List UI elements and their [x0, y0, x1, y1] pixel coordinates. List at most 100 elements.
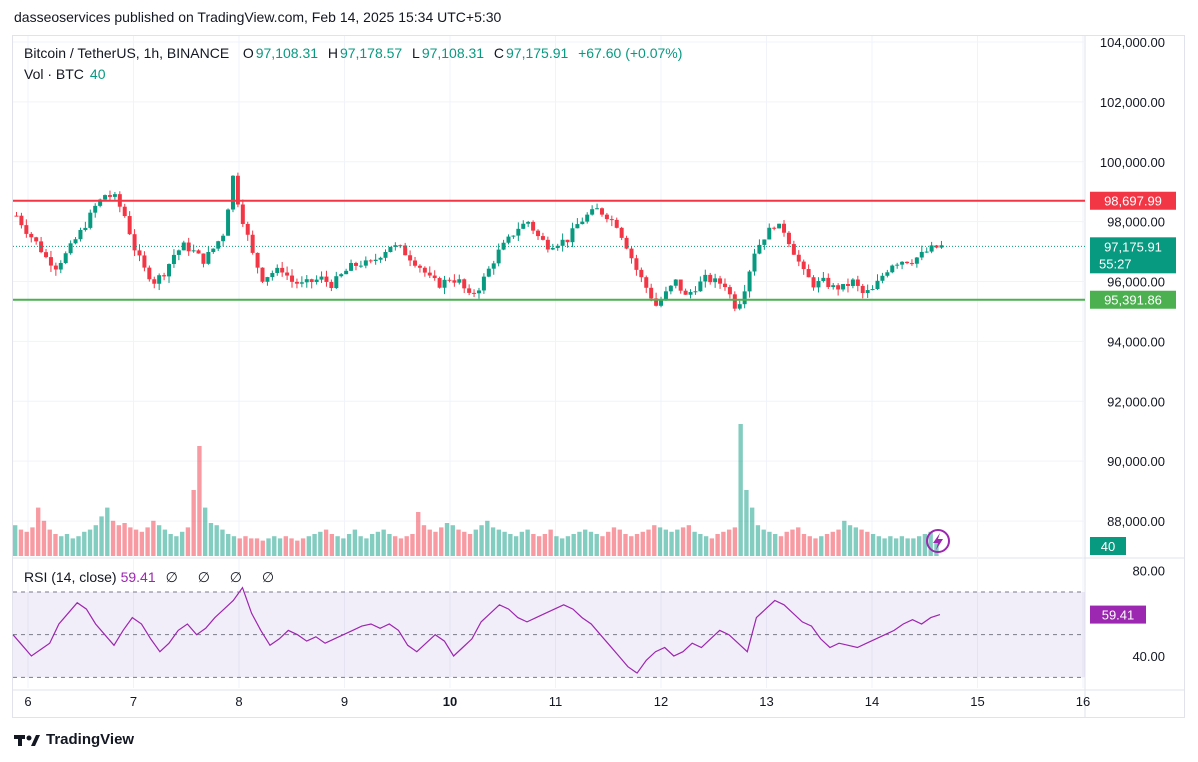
candle-body — [845, 284, 850, 286]
volume-bar — [738, 424, 743, 556]
price-tick-label: 104,000.00 — [1100, 35, 1165, 50]
candle-body — [634, 258, 639, 270]
candle-body — [722, 283, 727, 288]
candle-body — [624, 237, 629, 249]
candle-body — [698, 281, 703, 292]
volume-bar — [675, 529, 680, 556]
brand-name: TradingView — [46, 731, 135, 748]
volume-bar — [87, 529, 93, 556]
volume-bar — [36, 507, 41, 556]
volume-bar — [502, 531, 507, 556]
volume-bar — [254, 538, 260, 556]
candle-body — [103, 195, 108, 200]
candle-body — [801, 261, 806, 270]
candle-body — [644, 277, 649, 288]
chart-frame — [12, 35, 1185, 718]
candle-body — [211, 248, 216, 253]
volume-bar — [571, 534, 576, 556]
volume-bar — [220, 529, 225, 556]
candle-body — [206, 252, 211, 264]
volume-bar — [364, 538, 369, 556]
rsi-label[interactable]: RSI (14, close) — [24, 569, 117, 585]
rsi-value: 59.41 — [120, 569, 156, 585]
volume-bar — [473, 529, 478, 556]
lightning-bolt-shape — [933, 533, 943, 550]
candle-body — [506, 236, 511, 243]
volume-bar — [836, 529, 841, 556]
candle-body — [462, 279, 467, 289]
volume-bar — [116, 525, 121, 556]
candle-body — [98, 199, 103, 206]
candle-body — [314, 279, 319, 282]
candle-body — [107, 195, 112, 197]
volume-bar — [133, 529, 139, 556]
volume-bar — [312, 534, 317, 556]
volume-bar — [865, 531, 870, 556]
candle-body — [481, 276, 486, 291]
candle-body — [53, 265, 58, 270]
volume-bar — [496, 529, 502, 556]
candle-body — [265, 277, 270, 282]
volume-bar — [352, 529, 358, 556]
volume-bar — [387, 534, 392, 556]
volume-bar — [594, 534, 599, 556]
volume-bar — [652, 525, 657, 556]
candle-body — [147, 267, 152, 280]
volume-bar — [623, 534, 628, 556]
candle-body — [924, 251, 929, 253]
candle-body — [432, 275, 437, 279]
volume-bar — [329, 534, 335, 556]
candle-body — [285, 272, 290, 276]
candle-body — [68, 243, 73, 254]
volume-bar — [41, 520, 47, 556]
time-tick-label: 9 — [341, 694, 348, 709]
candle-body — [850, 279, 855, 286]
volume-bar — [13, 525, 18, 556]
price-tick-label: 94,000.00 — [1107, 334, 1165, 349]
high-label: H — [327, 45, 338, 61]
candle-body — [344, 270, 349, 275]
volume-bar — [893, 538, 899, 556]
volume-bar — [859, 529, 864, 556]
candle-body — [678, 279, 683, 291]
volume-value: 40 — [89, 66, 106, 82]
candle-body — [619, 227, 624, 238]
volume-bar — [531, 534, 536, 556]
candle-body — [83, 227, 88, 230]
volume-bar — [174, 536, 179, 556]
volume-bar — [243, 536, 248, 556]
candle-body — [294, 281, 299, 284]
volume-bar — [847, 525, 853, 556]
candle-body — [570, 228, 575, 243]
volume-bar — [588, 531, 594, 556]
candle-body — [796, 254, 801, 262]
volume-bar — [513, 536, 519, 556]
volume-bar — [778, 536, 784, 556]
volume-bar — [536, 536, 542, 556]
candle-body — [226, 209, 231, 236]
volume-label[interactable]: Vol · BTC — [24, 66, 84, 82]
volume-bar — [882, 538, 887, 556]
candle-body — [393, 245, 398, 247]
volume-bar — [156, 525, 162, 556]
volume-bar — [203, 507, 208, 556]
candle-body — [132, 234, 137, 251]
candle-body — [230, 175, 235, 210]
candle-body — [34, 237, 39, 242]
volume-bar — [479, 525, 484, 556]
candle-body — [349, 262, 354, 271]
candle-body — [260, 267, 265, 282]
tradingview-logo[interactable]: TradingView — [14, 731, 134, 748]
candle-body — [93, 205, 98, 213]
candle-body — [713, 278, 718, 283]
symbol-label[interactable]: Bitcoin / TetherUS, 1h, BINANCE — [24, 45, 230, 61]
volume-bar — [105, 507, 110, 556]
candle-body — [472, 292, 477, 294]
volume-bar — [375, 531, 381, 556]
candle-body — [14, 215, 19, 217]
candle-body — [339, 274, 344, 277]
volume-bar — [335, 536, 340, 556]
volume-bar — [128, 527, 133, 556]
candle-body — [693, 291, 698, 293]
